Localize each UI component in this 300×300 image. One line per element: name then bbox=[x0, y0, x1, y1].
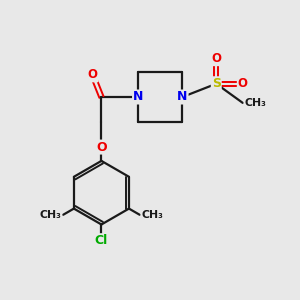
Text: S: S bbox=[212, 77, 221, 90]
Text: CH₃: CH₃ bbox=[40, 210, 62, 220]
Text: O: O bbox=[238, 77, 248, 90]
Text: O: O bbox=[211, 52, 221, 65]
Text: CH₃: CH₃ bbox=[141, 210, 163, 220]
Text: N: N bbox=[177, 91, 188, 103]
Text: O: O bbox=[88, 68, 98, 81]
Text: CH₃: CH₃ bbox=[244, 98, 266, 108]
Text: Cl: Cl bbox=[95, 234, 108, 247]
Text: N: N bbox=[133, 91, 143, 103]
Text: O: O bbox=[96, 141, 107, 154]
